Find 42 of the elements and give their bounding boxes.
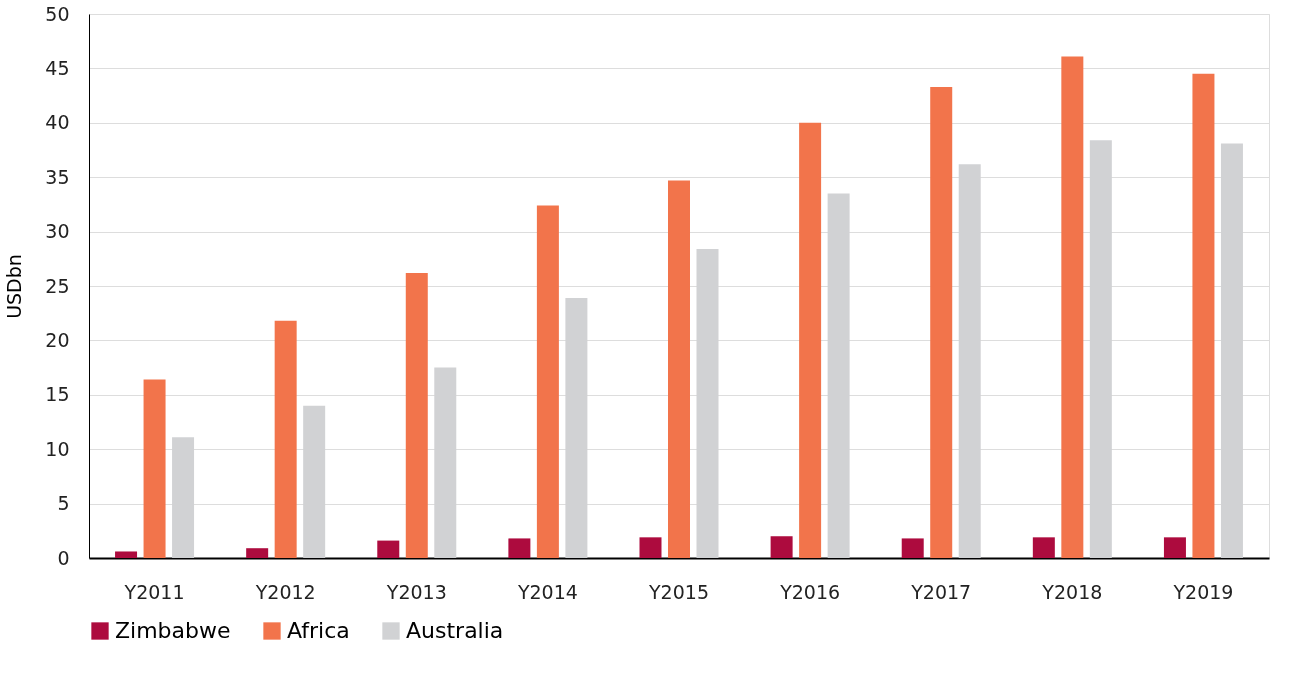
bar: [246, 548, 269, 558]
x-tick-label: Y2015: [648, 580, 709, 603]
y-tick-label: 10: [45, 437, 70, 460]
y-tick-label: 20: [45, 328, 70, 351]
x-tick-label: Y2014: [516, 580, 578, 603]
bar: [799, 122, 822, 558]
y-tick-label: 0: [57, 546, 70, 569]
x-tick-label: Y2017: [910, 580, 972, 603]
bar: [668, 180, 690, 558]
y-tick-label: 35: [45, 165, 70, 188]
bar: [1061, 56, 1084, 558]
legend-label: Zimbabwe: [115, 618, 231, 643]
x-tick-label: Y2018: [1041, 580, 1103, 603]
bar: [508, 538, 531, 558]
y-tick-label: 5: [57, 492, 70, 515]
bar: [1163, 537, 1186, 558]
legend-label: Australia: [406, 618, 504, 643]
y-tick-label: 15: [45, 383, 70, 406]
x-tick-label: Y2013: [385, 580, 447, 603]
bar: [1192, 73, 1215, 558]
bar: [274, 320, 297, 558]
x-tick-label: Y2016: [779, 580, 841, 603]
bar: [143, 379, 166, 558]
bar: [115, 551, 138, 558]
x-tick-label: Y2011: [123, 580, 185, 603]
x-tick-label: Y2019: [1172, 580, 1234, 603]
bar: [405, 272, 428, 558]
bar: [536, 205, 559, 558]
y-tick-label: 30: [45, 220, 70, 243]
y-tick-label: 25: [45, 274, 70, 297]
bar: [377, 540, 400, 558]
y-tick-label: 50: [45, 2, 70, 25]
bar: [930, 86, 953, 558]
legend-label: Africa: [287, 618, 350, 643]
y-tick-label: 45: [45, 56, 70, 79]
bar: [770, 536, 793, 558]
bar: [639, 537, 662, 558]
bar: [1032, 537, 1055, 558]
bar: [901, 538, 924, 558]
x-tick-label: Y2012: [254, 580, 316, 603]
y-tick-label: 40: [45, 111, 70, 134]
y-axis-title: USDbn: [3, 254, 26, 319]
